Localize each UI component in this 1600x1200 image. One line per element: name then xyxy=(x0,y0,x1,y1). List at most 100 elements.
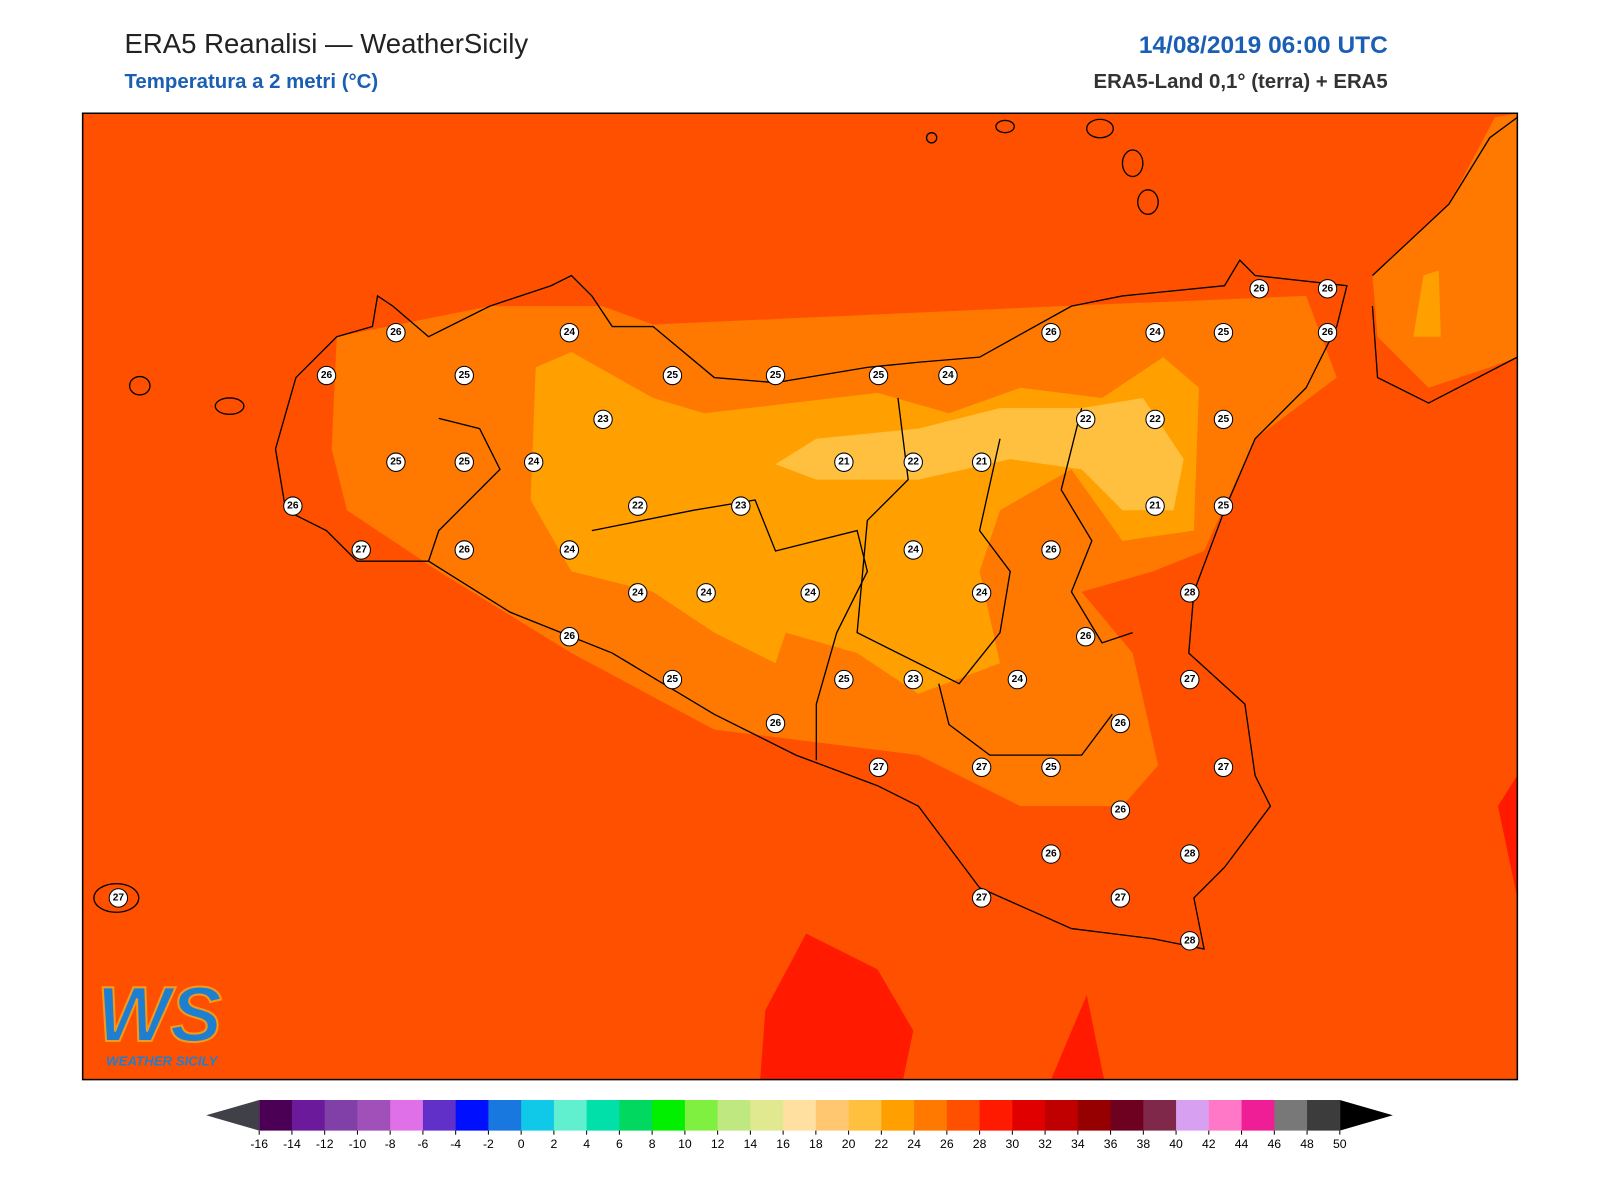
station-value: 25 xyxy=(459,370,471,381)
station-marker xyxy=(559,540,580,560)
colorbar-bin xyxy=(1012,1100,1046,1131)
colorbar-tick-label: 48 xyxy=(1300,1137,1314,1151)
colorbar-tick-label: -2 xyxy=(483,1137,494,1151)
station-marker xyxy=(903,669,923,690)
colorbar-tick-label: 26 xyxy=(940,1137,954,1151)
stations: 26 24 26 25 25 25 25 24 26 24 25 26 26 26 23 22 22 25 25 25… xyxy=(108,279,1338,951)
colorbar-tick-label: 46 xyxy=(1267,1137,1281,1151)
station-marker xyxy=(1213,409,1234,430)
station-marker xyxy=(1041,540,1061,560)
station-value: 27 xyxy=(873,762,885,773)
colorbar-bin xyxy=(750,1100,784,1131)
station-marker xyxy=(1110,800,1131,820)
colorbar-tick-label: 14 xyxy=(744,1137,758,1151)
colorbar-tick-label: 36 xyxy=(1104,1137,1118,1151)
station-value: 26 xyxy=(770,718,782,729)
station-marker xyxy=(108,888,129,908)
station-marker xyxy=(1076,409,1096,430)
station-marker xyxy=(593,409,613,430)
colorbar-bin xyxy=(717,1100,751,1131)
station-marker xyxy=(1317,322,1338,343)
station-value: 25 xyxy=(873,370,885,381)
contour-28 xyxy=(1497,775,1518,898)
station-marker xyxy=(1076,627,1096,647)
island xyxy=(1121,149,1144,178)
island xyxy=(1086,118,1114,139)
station-marker xyxy=(834,669,854,690)
station-value: 24 xyxy=(942,370,954,381)
station-value: 26 xyxy=(459,545,471,556)
colorbar-bin xyxy=(619,1100,653,1131)
colorbar-bin xyxy=(521,1100,555,1131)
colorbar-tick-label: -16 xyxy=(250,1137,268,1151)
source: ERA5-Land 0,1° (terra) + ERA5 xyxy=(1093,71,1387,93)
colorbar-bin xyxy=(324,1100,358,1131)
station-marker xyxy=(386,452,406,472)
colorbar-tick-label: 24 xyxy=(907,1137,921,1151)
title: ERA5 Reanalisi — WeatherSicily xyxy=(124,28,528,59)
colorbar-bin xyxy=(488,1100,522,1131)
station-marker xyxy=(1213,496,1234,516)
colorbar-bin xyxy=(652,1100,686,1131)
station-value: 28 xyxy=(1184,849,1196,860)
colorbar-tick-label: 12 xyxy=(711,1137,725,1151)
colorbar-tick-label: -8 xyxy=(385,1137,396,1151)
station-value: 27 xyxy=(1218,762,1230,773)
station-value: 26 xyxy=(321,370,333,381)
colorbar-bin xyxy=(783,1100,817,1131)
station-value: 24 xyxy=(1149,327,1161,338)
island xyxy=(995,119,1015,134)
station-marker xyxy=(1180,669,1200,690)
province-border xyxy=(1060,408,1133,644)
colorbar-bin xyxy=(586,1100,620,1131)
station-value: 25 xyxy=(770,370,782,381)
station-marker xyxy=(1145,409,1165,430)
station-marker xyxy=(1041,322,1061,343)
station-marker xyxy=(1249,279,1269,299)
station-marker xyxy=(523,452,544,472)
station-value: 28 xyxy=(1184,587,1196,598)
colorbar-bin xyxy=(455,1100,489,1131)
colorbar-bin xyxy=(1274,1100,1308,1131)
island xyxy=(128,375,151,396)
colorbar-bin xyxy=(1241,1100,1275,1131)
station-value: 28 xyxy=(1184,935,1196,946)
colorbar-bin xyxy=(914,1100,948,1131)
colorbar-tick-label: 30 xyxy=(1006,1137,1020,1151)
station-value: 25 xyxy=(459,457,471,468)
colorbar-tick-label: 44 xyxy=(1235,1137,1249,1151)
station-value: 23 xyxy=(597,414,609,425)
station-value: 24 xyxy=(805,587,817,598)
station-value: 21 xyxy=(976,457,988,468)
station-marker xyxy=(1041,757,1061,778)
station-marker xyxy=(903,452,923,472)
station-marker xyxy=(454,365,474,386)
colorbar-tick-label: 50 xyxy=(1333,1137,1347,1151)
station-value: 26 xyxy=(1045,849,1057,860)
colorbar-bin xyxy=(979,1100,1013,1131)
colorbar-tick-label: 6 xyxy=(616,1137,623,1151)
station-marker xyxy=(1041,844,1061,864)
colorbar-tick-label: 38 xyxy=(1137,1137,1151,1151)
contour-28 xyxy=(1051,994,1105,1080)
station-value: 25 xyxy=(838,674,850,685)
colorbar-tick-label: 40 xyxy=(1169,1137,1183,1151)
station-value: 24 xyxy=(528,457,540,468)
station-marker xyxy=(662,669,683,690)
colorbar-bin xyxy=(291,1100,326,1131)
station-value: 25 xyxy=(1218,414,1230,425)
colorbar-bin xyxy=(1045,1100,1079,1131)
logo-name: WEATHER SICILY xyxy=(106,1053,219,1068)
station-value: 24 xyxy=(908,545,920,556)
station-value: 26 xyxy=(1115,805,1127,816)
colorbar-tick-label: -6 xyxy=(417,1137,428,1151)
colorbar-bin xyxy=(357,1100,391,1131)
station-value: 26 xyxy=(1322,283,1334,294)
colorbar-tick-label: 22 xyxy=(875,1137,889,1151)
colorbar-bin xyxy=(422,1100,457,1131)
colorbar-bin xyxy=(390,1100,424,1131)
station-value: 26 xyxy=(1045,545,1057,556)
island xyxy=(925,131,938,144)
station-value: 27 xyxy=(976,762,988,773)
